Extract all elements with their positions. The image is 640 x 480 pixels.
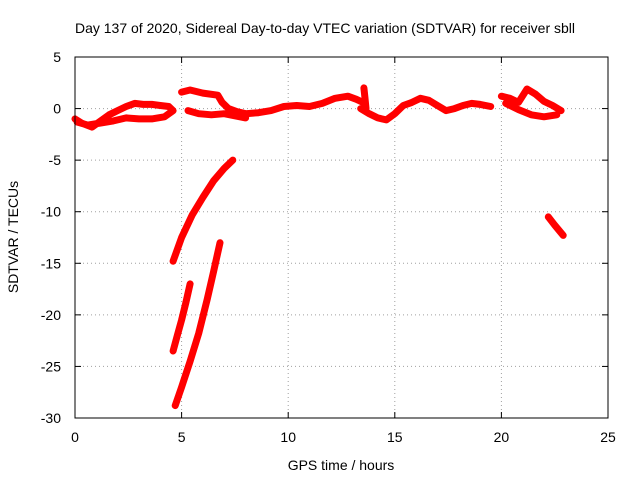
x-tick-labels: 0 5 10 15 20 25 xyxy=(71,429,616,445)
series-band-5-12h xyxy=(178,86,369,118)
series-band-0-4.8h xyxy=(71,99,177,131)
series-band-5-8h-lower xyxy=(184,107,250,122)
plot-frame xyxy=(74,56,609,419)
y-tick-label: -5 xyxy=(49,152,62,168)
x-axis-label: GPS time / hours xyxy=(288,457,395,473)
series-track-22.2-22.9h xyxy=(544,213,567,239)
series-track-4.6-5.4h xyxy=(169,280,194,355)
y-tick-label: 0 xyxy=(53,101,61,117)
x-tick-label: 5 xyxy=(178,429,186,445)
series-band-20-23h xyxy=(497,85,565,115)
series-spike-13.6h xyxy=(360,84,370,113)
y-tick-label: -15 xyxy=(41,255,61,271)
axis-ticks xyxy=(74,56,609,419)
y-tick-label: -25 xyxy=(41,358,61,374)
y-tick-label: -20 xyxy=(41,307,61,323)
series-band-13-19.5h xyxy=(357,94,495,124)
y-tick-labels: 5 0 -5 -10 -15 -20 -25 -30 xyxy=(41,49,61,426)
x-tick-label: 20 xyxy=(494,429,510,445)
x-tick-label: 15 xyxy=(387,429,403,445)
y-axis-label: SDTVAR / TECUs xyxy=(5,181,21,293)
series-track-4.7-6.8h xyxy=(171,239,224,410)
y-tick-label: 5 xyxy=(53,49,61,65)
x-tick-label: 25 xyxy=(600,429,616,445)
x-tick-label: 10 xyxy=(280,429,296,445)
chart-title: Day 137 of 2020, Sidereal Day-to-day VTE… xyxy=(75,20,575,36)
y-tick-label: -30 xyxy=(41,410,61,426)
series-track-4.6-7.4h xyxy=(169,156,237,265)
y-tick-label: -10 xyxy=(41,204,61,220)
x-tick-label: 0 xyxy=(71,429,79,445)
data-series xyxy=(71,84,567,410)
series-band-20-23h-lower xyxy=(502,99,561,121)
